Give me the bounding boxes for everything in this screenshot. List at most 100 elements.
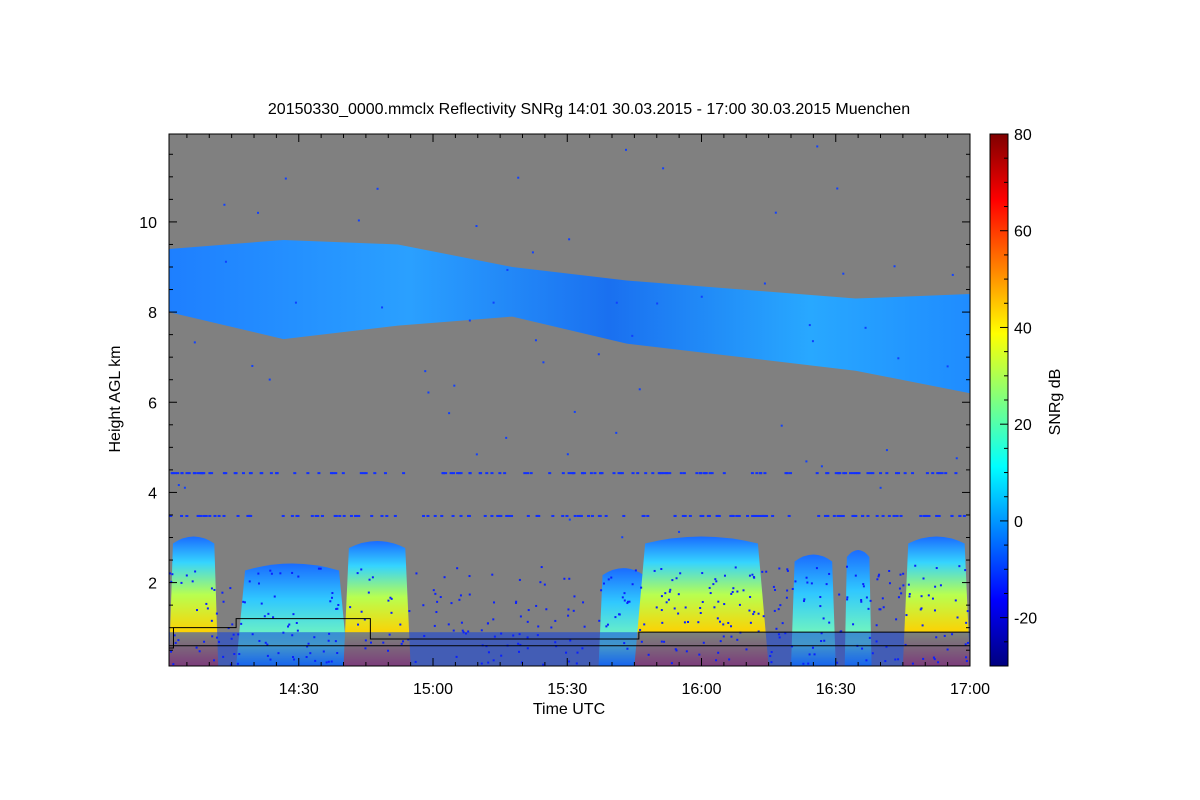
noise-line-dot [679,472,683,475]
noise-dot [660,640,663,643]
noise-line-dot [871,472,875,475]
noise-dot [292,656,295,659]
noise-dot [803,598,806,601]
noise-dot [492,301,495,304]
noise-line-dot [210,472,214,475]
noise-line-dot [490,472,494,475]
noise-dot [240,622,243,625]
noise-dot [921,624,924,627]
noise-dot [537,625,540,628]
noise-dot [600,589,603,592]
noise-dot [288,623,291,626]
noise-dot [751,573,754,576]
noise-dot [170,650,173,653]
noise-line-dot [707,514,711,517]
noise-dot [263,615,266,618]
noise-dot [211,635,214,638]
noise-dot [897,596,900,599]
noise-line-dot [903,472,907,475]
noise-dot [879,486,882,489]
noise-dot [363,618,366,621]
noise-dot [728,658,731,661]
noise-line-dot [329,472,333,475]
noise-dot [305,656,308,659]
noise-line-dot [682,472,686,475]
noise-dot [434,592,437,595]
noise-dot [205,602,208,605]
noise-dot [900,592,903,595]
noise-line-dot [897,472,901,475]
noise-dot [294,301,297,304]
noise-dot [615,301,618,304]
x-tick-label: 15:30 [547,681,587,698]
noise-line-dot [224,472,228,475]
noise-dot [752,576,755,579]
noise-line-dot [851,514,855,517]
noise-dot [215,612,218,615]
noise-dot [624,148,627,151]
noise-dot [964,643,967,646]
noise-dot [828,572,831,575]
noise-dot [808,653,811,656]
noise-dot [486,622,489,625]
noise-dot [462,631,465,634]
noise-dot [638,388,641,391]
noise-line-dot [222,514,226,517]
noise-line-dot [936,472,940,475]
noise-dot [306,645,309,648]
noise-dot [515,600,518,603]
noise-line-dot [895,472,899,475]
noise-dot [180,581,183,584]
noise-line-dot [875,514,879,517]
noise-line-dot [755,472,759,475]
noise-dot [939,584,942,587]
noise-dot [698,653,701,656]
noise-dot [238,653,241,656]
noise-line-dot [233,472,237,475]
noise-dot [369,641,372,644]
noise-dot [885,645,888,648]
noise-dot [956,616,959,619]
noise-line-dot [869,472,873,475]
noise-dot [965,621,968,624]
colorbar-tick-label: -20 [1014,611,1037,628]
noise-dot [786,589,789,592]
noise-line-dot [180,472,184,475]
noise-dot [468,319,471,322]
noise-line-dot [622,514,626,517]
noise-dot [810,582,813,585]
noise-line-dot [295,514,299,517]
noise-line-dot [657,472,661,475]
noise-dot [846,596,849,599]
noise-dot [480,662,483,665]
noise-dot [828,621,831,624]
noise-dot [177,639,180,642]
noise-dot [459,594,462,597]
noise-line-dot [170,472,174,475]
y-axis-label: Height AGL km [107,345,124,452]
noise-dot [933,658,936,661]
noise-line-dot [851,472,855,475]
noise-dot [734,566,737,569]
noise-dot [897,658,900,661]
noise-dot [518,633,521,636]
noise-dot [719,640,722,643]
noise-line-dot [842,472,846,475]
noise-dot [671,579,674,582]
noise-line-dot [402,472,406,475]
noise-line-dot [249,514,253,517]
noise-dot [335,607,338,610]
noise-line-dot [370,514,374,517]
noise-dot [534,339,537,342]
noise-dot [349,606,352,609]
noise-line-dot [919,514,923,517]
noise-dot [621,596,624,599]
noise-dot [327,639,330,642]
noise-dot [885,449,888,452]
noise-dot [251,364,254,367]
x-tick-label: 16:30 [816,681,856,698]
noise-dot [640,640,643,643]
noise-dot [514,601,517,604]
noise-dot [899,573,902,576]
